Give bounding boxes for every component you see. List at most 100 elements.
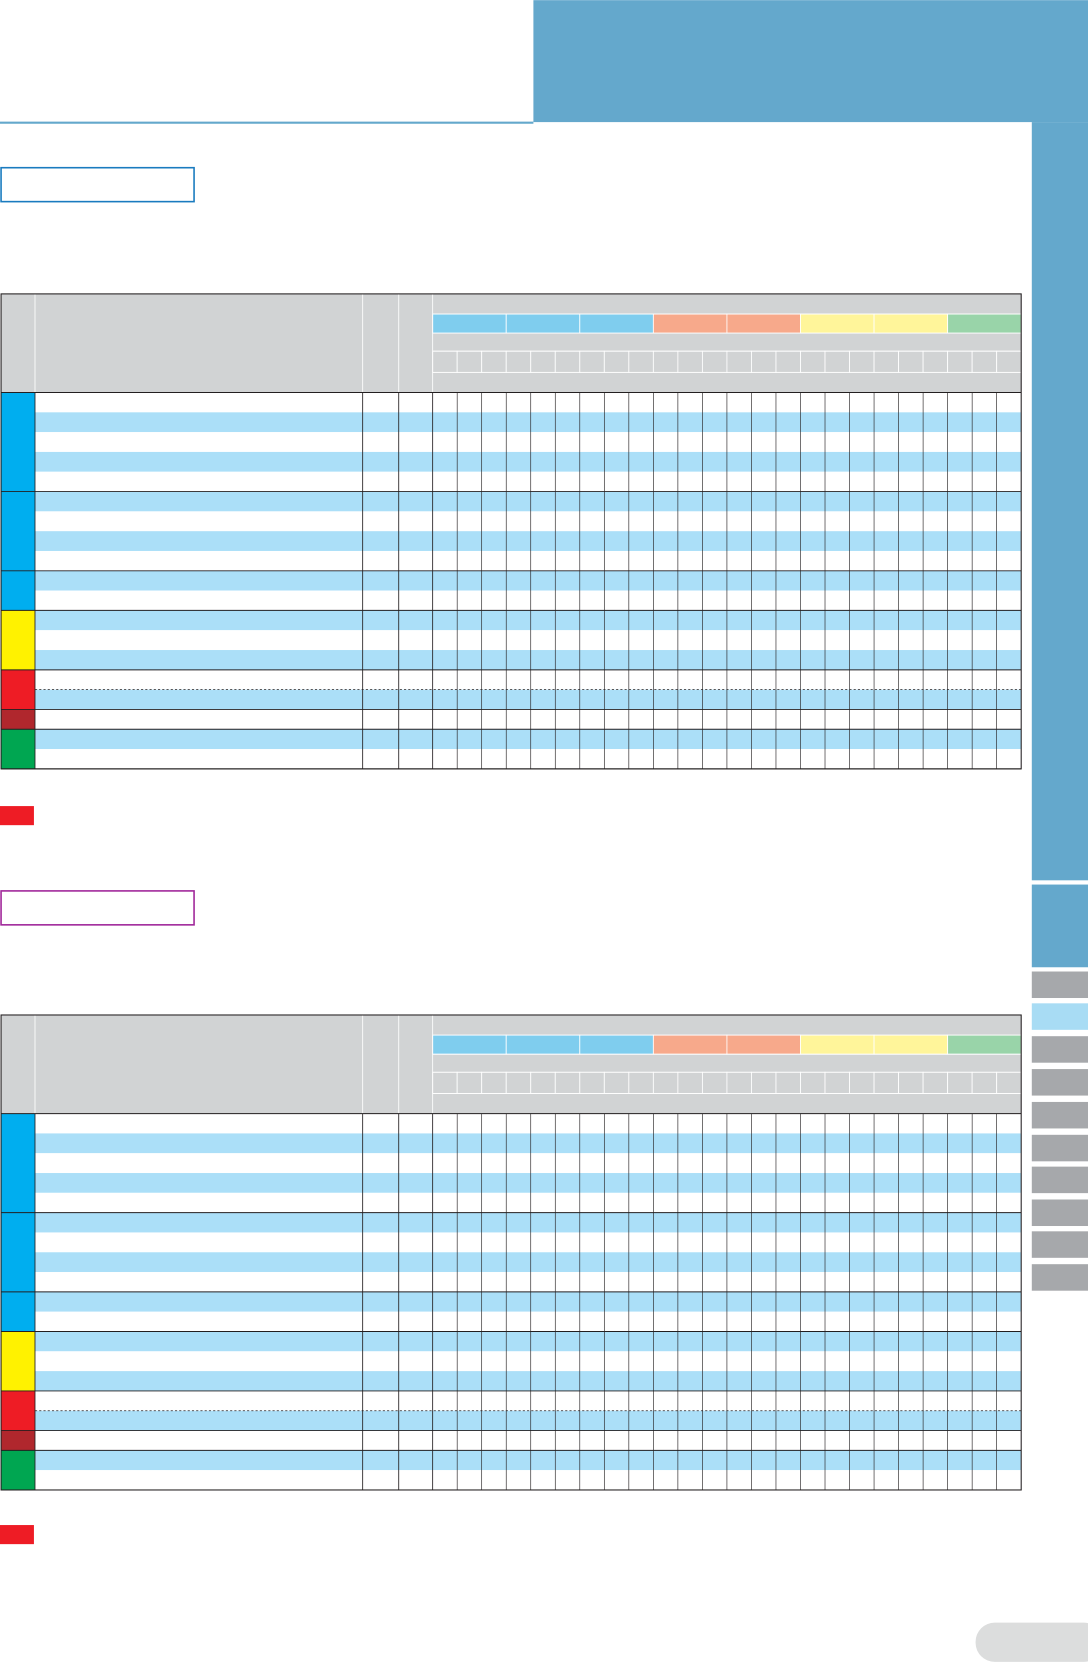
side-tab (1031, 1166, 1088, 1194)
sub-cell (751, 350, 777, 373)
row (34, 1272, 1022, 1292)
row (34, 1311, 1022, 1332)
sub-cell (800, 350, 826, 373)
side-tab (1031, 1134, 1088, 1162)
sub-cell (898, 1071, 924, 1094)
sub-cell (579, 1071, 605, 1094)
row (34, 570, 1022, 591)
row (34, 1133, 1022, 1154)
side-tab (1031, 1101, 1088, 1129)
row (34, 630, 1022, 651)
row (34, 689, 1022, 710)
side-tab (1031, 1264, 1088, 1291)
side-tab (1031, 971, 1088, 999)
sub-cell (971, 350, 998, 373)
sub-cell (652, 1071, 679, 1094)
band-cell (505, 1034, 581, 1055)
sub-cell (505, 350, 532, 373)
row (34, 451, 1022, 472)
sub-cell (824, 1071, 850, 1094)
sub-cell (530, 350, 556, 373)
table (0, 1014, 1022, 1491)
row (34, 1371, 1022, 1391)
row (34, 729, 1022, 750)
sub-cell (947, 350, 973, 373)
row (34, 1450, 1022, 1471)
sub-cell (849, 1071, 875, 1094)
tables (0, 293, 1022, 1491)
sub-cell (603, 350, 630, 373)
band-cell (579, 313, 654, 334)
sub-cell (922, 1071, 949, 1094)
sub-cell (701, 350, 728, 373)
band-cell (800, 1034, 875, 1055)
row (34, 1331, 1022, 1352)
band-cell (505, 313, 581, 334)
row (34, 1113, 1022, 1134)
sub-cell (677, 1071, 703, 1094)
row (34, 1173, 1022, 1193)
row (34, 432, 1022, 452)
band-cell (947, 313, 1022, 334)
sub-cell (726, 350, 752, 373)
sub-cell (481, 350, 507, 373)
page-number-pill (975, 1622, 1088, 1662)
sub-cell (505, 1071, 532, 1094)
band-cell (947, 1034, 1022, 1055)
sub-cell (849, 350, 875, 373)
sub-cell (530, 1071, 556, 1094)
sub-cell (701, 1071, 728, 1094)
group-swatch (1, 1390, 35, 1431)
row (34, 491, 1022, 512)
row (34, 1232, 1022, 1253)
row (34, 650, 1022, 670)
side-block (1031, 884, 1088, 968)
row (34, 511, 1022, 532)
sub-cell (603, 1071, 630, 1094)
sub-cell (554, 1071, 581, 1094)
band-cell (432, 313, 507, 334)
sub-cell (726, 1071, 752, 1094)
row (34, 550, 1022, 571)
sub-cell (481, 1071, 507, 1094)
band-cell (726, 1034, 801, 1055)
side-tab (1031, 1231, 1088, 1258)
row (34, 610, 1022, 631)
sub-cell (873, 350, 900, 373)
sub-cell (432, 1071, 458, 1094)
sub-cell (751, 1071, 777, 1094)
sub-cell (628, 1071, 654, 1094)
row (34, 1430, 1022, 1451)
row (34, 392, 1022, 413)
row (34, 531, 1022, 551)
sub-cell (898, 350, 924, 373)
sub-cell (677, 350, 703, 373)
row (34, 1252, 1022, 1273)
sub-cell (775, 1071, 801, 1094)
header-block (533, 0, 1088, 123)
side-tab (1031, 1069, 1088, 1096)
row (34, 590, 1022, 611)
sub-cell (456, 350, 483, 373)
sub-cell (971, 1071, 998, 1094)
sub-cell (996, 350, 1022, 373)
group-swatch (1, 709, 35, 730)
legend-swatch (0, 806, 34, 826)
sub-cell (579, 350, 605, 373)
header-cell (1, 293, 1022, 393)
row (34, 471, 1022, 492)
band-cell (726, 313, 801, 334)
sub-cell (873, 1071, 900, 1094)
side-tab (1031, 1199, 1088, 1227)
group-swatch (1, 669, 35, 710)
row (34, 1470, 1022, 1490)
group-swatch (1, 610, 35, 670)
side-tab (1031, 1036, 1088, 1063)
table-border (0, 1014, 1022, 1491)
row (34, 1390, 1022, 1411)
sub-cell (652, 350, 679, 373)
sub-cell (554, 350, 581, 373)
row (34, 709, 1022, 730)
group-swatch (1, 1331, 35, 1391)
